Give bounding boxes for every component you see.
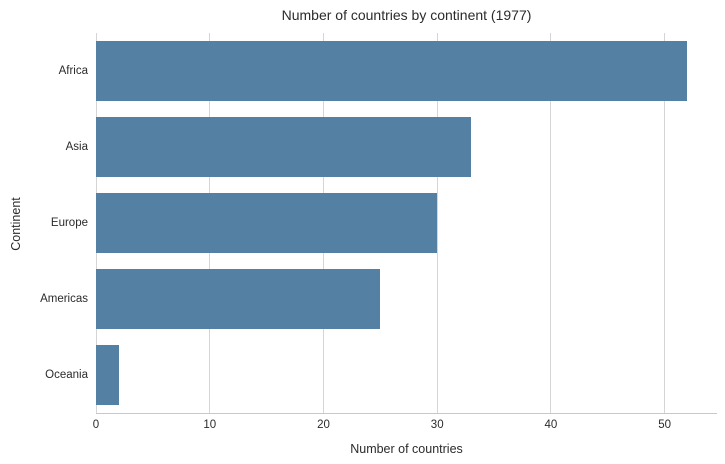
bar-americas (96, 268, 381, 330)
gridline-x-40 (550, 33, 552, 413)
bar-oceania (96, 344, 119, 406)
bar-europe (96, 192, 438, 254)
x-tick-label: 40 (544, 419, 558, 431)
plot-area (95, 33, 717, 414)
x-tick-label: 10 (203, 419, 217, 431)
y-tick-label: Asia (65, 141, 88, 153)
x-tick-label: 0 (92, 419, 100, 431)
gridline-x-50 (664, 33, 666, 413)
bar-africa (96, 40, 688, 102)
x-tick-label: 30 (430, 419, 444, 431)
chart-title: Number of countries by continent (1977) (281, 7, 532, 23)
x-tick-label: 50 (658, 419, 672, 431)
x-axis-label: Number of countries (350, 442, 463, 456)
bar-asia (96, 116, 472, 178)
gridline-x-30 (436, 33, 438, 413)
y-tick-label: Americas (40, 293, 88, 305)
x-tick-label: 20 (317, 419, 330, 431)
y-tick-label: Europe (50, 217, 88, 229)
y-tick-label: Africa (58, 65, 88, 77)
y-tick-label: Oceania (45, 369, 88, 381)
